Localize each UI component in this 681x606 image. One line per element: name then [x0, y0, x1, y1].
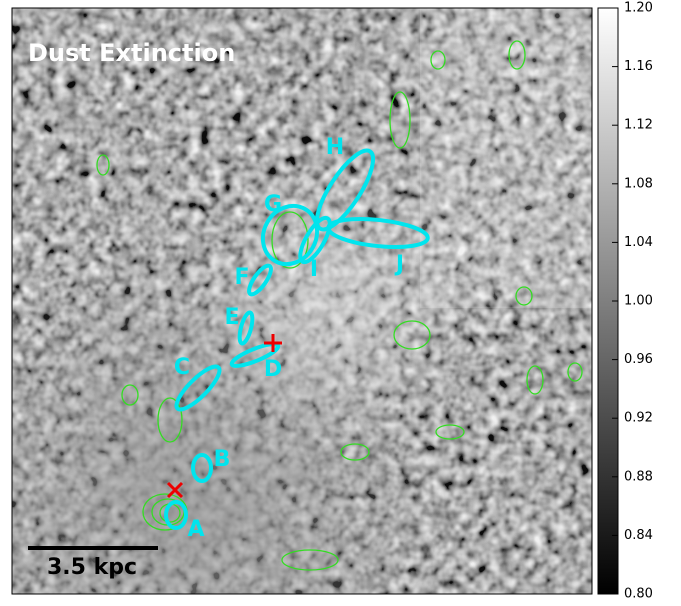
region-apertures — [164, 148, 430, 530]
colorbar-tick-label: 0.88 — [624, 469, 653, 484]
colorbar-tick-label: 1.16 — [624, 59, 653, 74]
markers — [166, 334, 282, 499]
region-label: F — [234, 265, 249, 290]
colorbar-tick-label: 0.84 — [624, 528, 653, 543]
region-label: I — [310, 257, 318, 282]
colorbar-tick-label: 0.80 — [624, 587, 653, 602]
colorbar-tick-label: 1.08 — [624, 176, 653, 191]
colorbar-tick-label: 0.92 — [624, 411, 653, 426]
scale-label: 3.5 kpc — [47, 555, 137, 580]
region-label: D — [264, 357, 282, 382]
colorbar-tick-label: 1.20 — [624, 1, 653, 16]
title: Dust Extinction — [28, 39, 235, 67]
region-label: A — [187, 517, 204, 542]
dust-map — [12, 8, 592, 594]
colorbar-tick-label: 1.04 — [624, 235, 653, 250]
region-label: G — [264, 192, 282, 217]
colorbar-tick-label: 0.96 — [624, 352, 653, 367]
region-label: J — [394, 252, 404, 277]
region-label: E — [224, 305, 239, 330]
region-label: C — [174, 355, 190, 380]
colorbar-tick-label: 1.00 — [624, 294, 653, 309]
colorbar-tick-label: 1.12 — [624, 118, 653, 133]
frame — [11, 7, 593, 595]
region-label: B — [214, 447, 231, 472]
region-label: H — [326, 135, 344, 160]
